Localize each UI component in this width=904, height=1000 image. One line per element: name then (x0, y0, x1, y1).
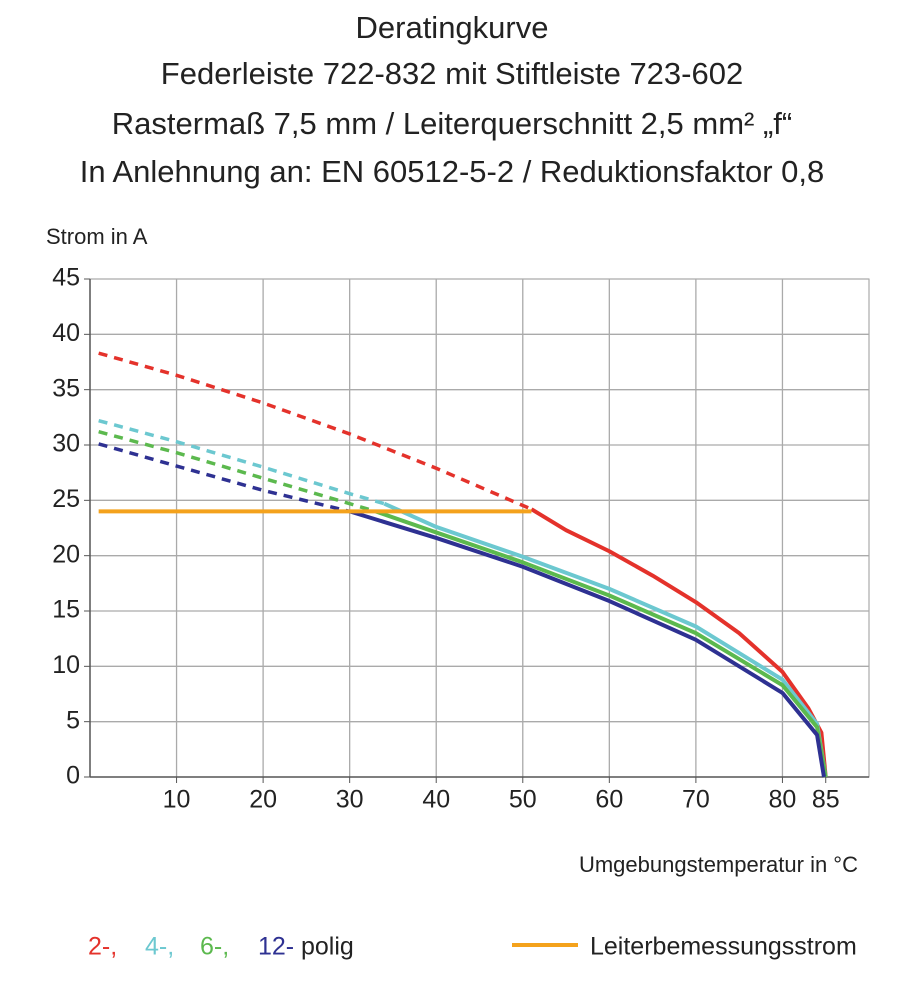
extrapolated-line (98, 442, 351, 514)
y-axis-label: Strom in A (46, 224, 148, 249)
y-tick-label: 45 (52, 264, 80, 292)
x-tick-label: 85 (812, 786, 840, 814)
y-tick-label: 5 (66, 706, 80, 734)
legend-label: 6-, (200, 933, 229, 961)
legend-label: 12- (258, 933, 294, 961)
extrapolated-line (98, 418, 385, 506)
chart-title: In Anlehnung an: EN 60512-5-2 / Reduktio… (80, 154, 825, 189)
line (349, 509, 826, 778)
legend-label: 4-, (145, 933, 174, 961)
x-tick-label: 50 (509, 786, 537, 814)
extrapolated-line (98, 351, 533, 511)
y-tick-label: 10 (52, 651, 80, 679)
line (530, 507, 828, 778)
chart-title: Deratingkurve (356, 10, 549, 45)
y-tick-label: 30 (52, 430, 80, 458)
y-tick-label: 35 (52, 374, 80, 402)
legend-label: Leiterbemessungsstrom (590, 933, 857, 961)
y-tick-label: 20 (52, 540, 80, 568)
plot-area (89, 278, 870, 778)
chart-title: Rastermaß 7,5 mm / Leiterquerschnitt 2,5… (112, 106, 792, 141)
line (374, 509, 828, 778)
x-tick-label: 20 (249, 786, 277, 814)
x-tick-label: 70 (682, 786, 710, 814)
extrapolated-line (98, 430, 377, 514)
x-axis-label: Umgebungstemperatur in °C (579, 852, 858, 877)
legend-suffix: polig (301, 933, 354, 961)
x-tick-label: 10 (163, 786, 191, 814)
line (383, 501, 828, 778)
chart-title: Federleiste 722-832 mit Stiftleiste 723-… (161, 56, 743, 91)
legend-label: 2-, (88, 933, 117, 961)
y-tick-label: 40 (52, 319, 80, 347)
y-tick-label: 15 (52, 596, 80, 624)
x-tick-label: 80 (769, 786, 797, 814)
x-tick-label: 40 (422, 786, 450, 814)
y-tick-label: 0 (66, 762, 80, 790)
x-tick-label: 30 (336, 786, 364, 814)
x-tick-label: 60 (595, 786, 623, 814)
y-tick-label: 25 (52, 485, 80, 513)
